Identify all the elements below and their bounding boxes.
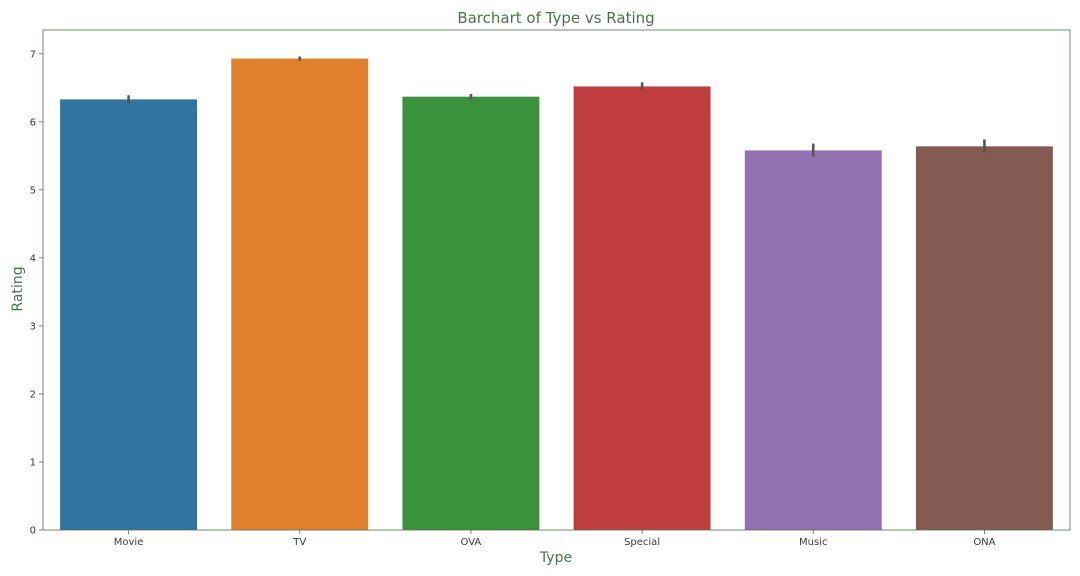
y-tick-label: 0 <box>30 526 36 537</box>
y-tick-label: 1 <box>30 457 36 468</box>
y-tick-label: 4 <box>30 253 36 264</box>
x-tick-label: ONA <box>973 537 995 548</box>
x-tick-label: Movie <box>114 537 144 548</box>
bar-movie <box>60 99 198 530</box>
x-axis-label: Type <box>539 550 572 566</box>
bar-music <box>744 150 882 530</box>
bar-ova <box>402 96 540 531</box>
bar-ona <box>915 146 1053 530</box>
x-tick-label: TV <box>292 537 306 548</box>
y-tick-label: 5 <box>30 185 36 196</box>
y-tick-label: 6 <box>30 117 36 128</box>
chart-title: Barchart of Type vs Rating <box>457 9 654 27</box>
y-axis-label: Rating <box>10 266 26 311</box>
plot-frame <box>42 29 1071 531</box>
x-tick-label: Special <box>624 537 660 548</box>
y-tick-label: 2 <box>30 389 36 400</box>
bar-tv <box>231 58 369 530</box>
y-tick-label: 7 <box>30 49 36 60</box>
plot-area: 0 1 2 3 4 5 6 7 Movie TV OVA Special Music ONA <box>30 29 1071 548</box>
y-tick-label: 3 <box>30 321 36 332</box>
x-tick-label: Music <box>799 537 827 548</box>
bar-special <box>573 86 711 531</box>
x-tick-label: OVA <box>461 537 482 548</box>
